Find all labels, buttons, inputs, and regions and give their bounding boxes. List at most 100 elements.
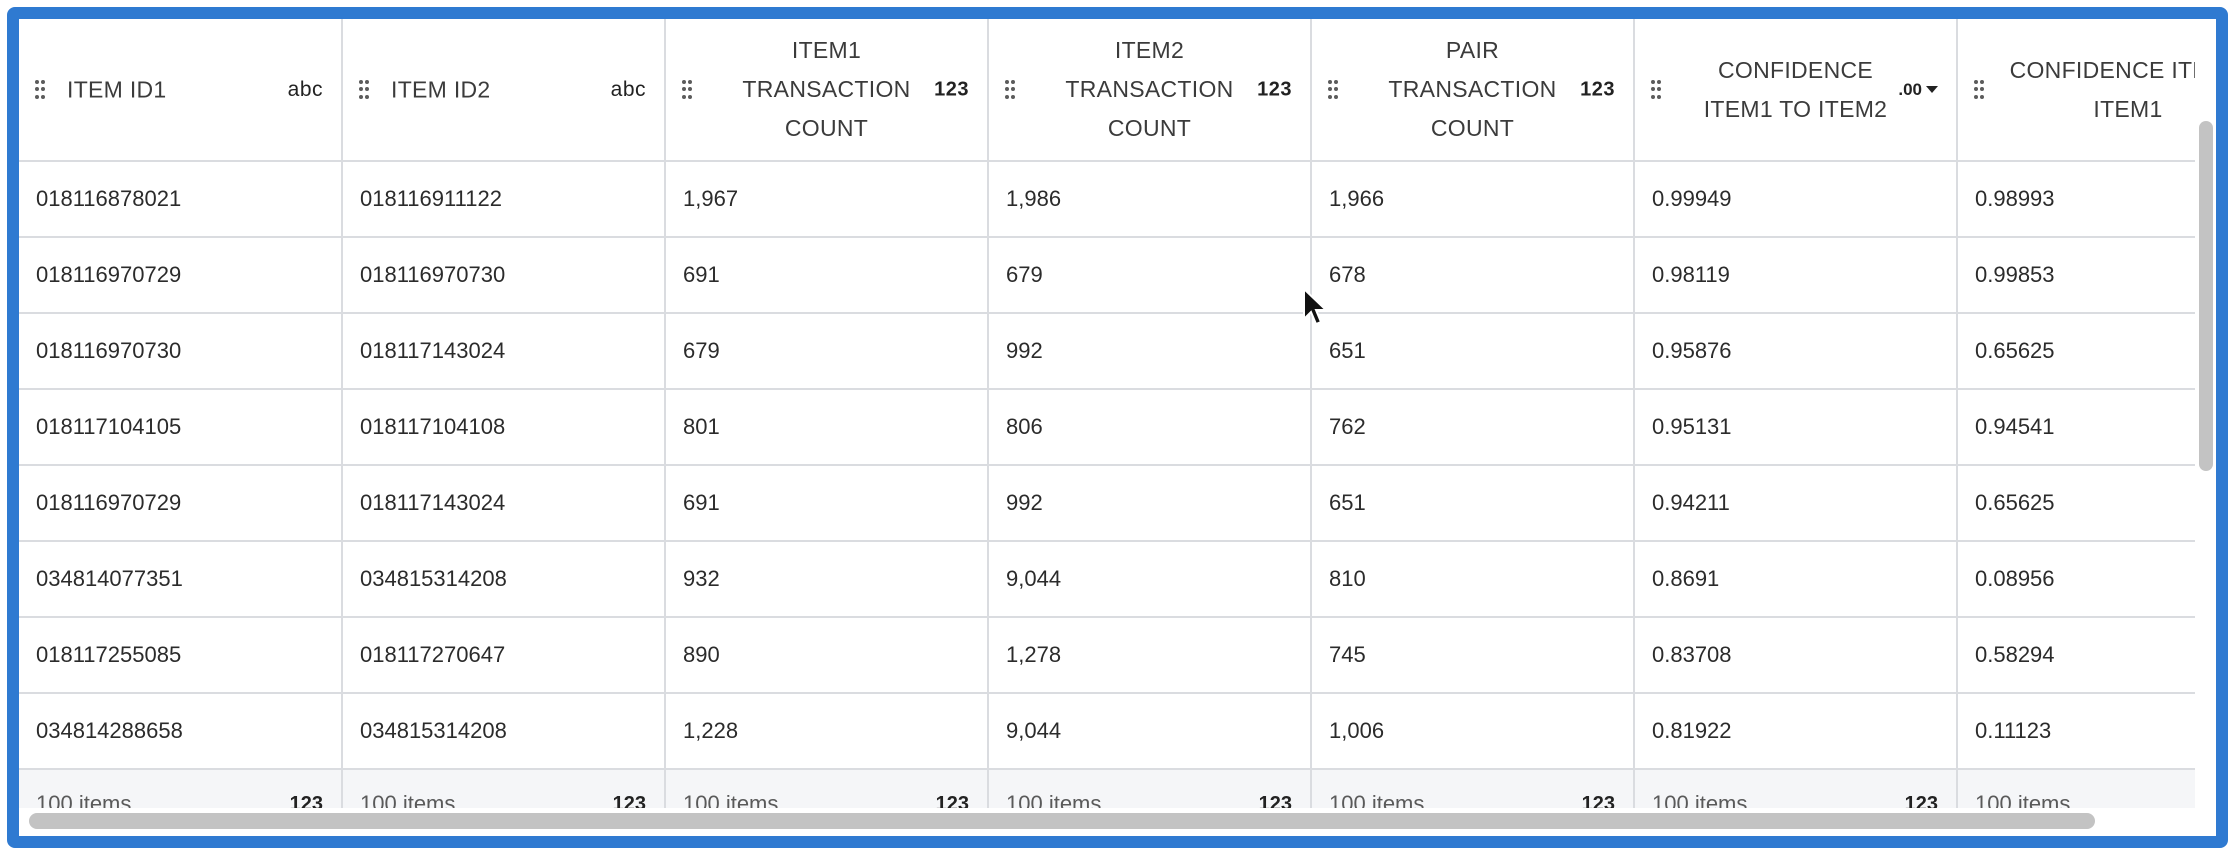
column-header-label: ITEM ID1 — [67, 76, 167, 102]
cell-item-id1[interactable]: 018116970729 — [19, 237, 343, 314]
column-header-pair-transaction-count[interactable]: PAIR TRANSACTION COUNT 123 — [1311, 19, 1635, 162]
aggregation-type-badge[interactable]: 123 — [1581, 792, 1615, 810]
table-row[interactable]: 018117255085 018117270647 890 1,278 745 0.837… — [19, 617, 2216, 694]
cell-confidence-item2-to-item1[interactable]: 0.99853 — [1957, 237, 2216, 314]
mouse-pointer-icon — [1303, 287, 1329, 326]
aggregation-type-badge[interactable]: 123 — [1904, 792, 1938, 810]
cell-confidence-item1-to-item2[interactable]: 0.8691 — [1634, 541, 1958, 618]
cell-item1-transaction-count[interactable]: 801 — [665, 389, 989, 466]
footer-cell: 100 items 123 — [342, 769, 666, 810]
cell-confidence-item2-to-item1[interactable]: 0.58294 — [1957, 617, 2216, 694]
aggregation-type-badge[interactable]: 123 — [289, 792, 323, 810]
aggregation-type-badge[interactable]: 123 — [612, 792, 646, 810]
cell-confidence-item1-to-item2[interactable]: 0.99949 — [1634, 161, 1958, 238]
cell-confidence-item1-to-item2[interactable]: 0.81922 — [1634, 693, 1958, 770]
cell-item1-transaction-count[interactable]: 1,228 — [665, 693, 989, 770]
table-row[interactable]: 034814288658 034815314208 1,228 9,044 1,006 0… — [19, 693, 2216, 770]
cell-item-id2[interactable]: 034815314208 — [342, 541, 666, 618]
vertical-scrollbar[interactable] — [2195, 19, 2216, 809]
cell-item1-transaction-count[interactable]: 691 — [665, 237, 989, 314]
cell-confidence-item2-to-item1[interactable]: 0.11123 — [1957, 693, 2216, 770]
footer-cell: 100 items 123 — [988, 769, 1312, 810]
column-header-item1-transaction-count[interactable]: ITEM1 TRANSACTION COUNT 123 — [665, 19, 989, 162]
cell-item2-transaction-count[interactable]: 806 — [988, 389, 1312, 466]
cell-pair-transaction-count[interactable]: 651 — [1311, 465, 1635, 542]
cell-item2-transaction-count[interactable]: 992 — [988, 313, 1312, 390]
cell-confidence-item1-to-item2[interactable]: 0.98119 — [1634, 237, 1958, 314]
cell-item-id2[interactable]: 018117143024 — [342, 313, 666, 390]
cell-item-id1[interactable]: 018117104105 — [19, 389, 343, 466]
table-row[interactable]: 018116970729 018116970730 691 679 678 0.98119… — [19, 237, 2216, 314]
cell-item-id1[interactable]: 018116970729 — [19, 465, 343, 542]
cell-item2-transaction-count[interactable]: 1,986 — [988, 161, 1312, 238]
drag-handle-icon[interactable] — [359, 79, 369, 100]
cell-confidence-item2-to-item1[interactable]: 0.94541 — [1957, 389, 2216, 466]
drag-handle-icon[interactable] — [1651, 79, 1661, 100]
drag-handle-icon[interactable] — [1974, 79, 1984, 100]
column-type-badge: 123 — [1580, 78, 1615, 100]
cell-pair-transaction-count[interactable]: 651 — [1311, 313, 1635, 390]
drag-handle-icon[interactable] — [1328, 79, 1338, 100]
table-row[interactable]: 034814077351 034815314208 932 9,044 810 0.869… — [19, 541, 2216, 618]
cell-confidence-item1-to-item2[interactable]: 0.94211 — [1634, 465, 1958, 542]
column-header-label: ITEM2 TRANSACTION COUNT — [1065, 37, 1234, 141]
item-count: 100 items — [683, 791, 779, 809]
aggregation-type-badge[interactable]: 123 — [935, 792, 969, 810]
column-type-badge: abc — [287, 77, 323, 101]
cell-item-id2[interactable]: 018117104108 — [342, 389, 666, 466]
cell-item-id1[interactable]: 034814077351 — [19, 541, 343, 618]
cell-item-id2[interactable]: 018117143024 — [342, 465, 666, 542]
horizontal-scrollbar-thumb[interactable] — [29, 813, 2095, 829]
drag-handle-icon[interactable] — [1005, 79, 1015, 100]
column-header-item2-transaction-count[interactable]: ITEM2 TRANSACTION COUNT 123 — [988, 19, 1312, 162]
cell-confidence-item2-to-item1[interactable]: 0.98993 — [1957, 161, 2216, 238]
cell-confidence-item2-to-item1[interactable]: 0.08956 — [1957, 541, 2216, 618]
cell-item1-transaction-count[interactable]: 1,967 — [665, 161, 989, 238]
cell-item1-transaction-count[interactable]: 932 — [665, 541, 989, 618]
cell-pair-transaction-count[interactable]: 762 — [1311, 389, 1635, 466]
cell-item-id1[interactable]: 018117255085 — [19, 617, 343, 694]
table-row[interactable]: 018116878021 018116911122 1,967 1,986 1,966 0… — [19, 161, 2216, 238]
column-header-item-id2[interactable]: ITEM ID2 abc — [342, 19, 666, 162]
cell-item-id1[interactable]: 034814288658 — [19, 693, 343, 770]
horizontal-scrollbar[interactable] — [19, 808, 2216, 836]
aggregation-type-badge[interactable]: 123 — [1258, 792, 1292, 810]
cell-pair-transaction-count[interactable]: 1,006 — [1311, 693, 1635, 770]
cell-confidence-item1-to-item2[interactable]: 0.83708 — [1634, 617, 1958, 694]
cell-pair-transaction-count[interactable]: 810 — [1311, 541, 1635, 618]
table-row[interactable]: 018116970729 018117143024 691 992 651 0.94211… — [19, 465, 2216, 542]
column-header-confidence-item1-to-item2[interactable]: CONFIDENCE ITEM1 TO ITEM2 .00 — [1634, 19, 1958, 162]
vertical-scrollbar-thumb[interactable] — [2199, 121, 2213, 471]
decimal-format-menu-button[interactable]: .00 — [1898, 80, 1938, 100]
cell-item-id2[interactable]: 018116970730 — [342, 237, 666, 314]
cell-item1-transaction-count[interactable]: 679 — [665, 313, 989, 390]
cell-item2-transaction-count[interactable]: 1,278 — [988, 617, 1312, 694]
cell-item2-transaction-count[interactable]: 992 — [988, 465, 1312, 542]
cell-item1-transaction-count[interactable]: 890 — [665, 617, 989, 694]
cell-item2-transaction-count[interactable]: 9,044 — [988, 693, 1312, 770]
column-header-item-id1[interactable]: ITEM ID1 abc — [19, 19, 343, 162]
drag-handle-icon[interactable] — [35, 79, 45, 100]
cell-item2-transaction-count[interactable]: 9,044 — [988, 541, 1312, 618]
cell-confidence-item2-to-item1[interactable]: 0.65625 — [1957, 465, 2216, 542]
table-row[interactable]: 018117104105 018117104108 801 806 762 0.95131… — [19, 389, 2216, 466]
item-count: 100 items — [36, 791, 132, 809]
cell-item-id1[interactable]: 018116970730 — [19, 313, 343, 390]
cell-confidence-item1-to-item2[interactable]: 0.95131 — [1634, 389, 1958, 466]
cell-pair-transaction-count[interactable]: 1,966 — [1311, 161, 1635, 238]
cell-item-id2[interactable]: 018117270647 — [342, 617, 666, 694]
cell-confidence-item1-to-item2[interactable]: 0.95876 — [1634, 313, 1958, 390]
cell-item-id1[interactable]: 018116878021 — [19, 161, 343, 238]
item-count: 100 items — [1975, 791, 2071, 809]
cell-confidence-item2-to-item1[interactable]: 0.65625 — [1957, 313, 2216, 390]
cell-item1-transaction-count[interactable]: 691 — [665, 465, 989, 542]
cell-pair-transaction-count[interactable]: 678 — [1311, 237, 1635, 314]
drag-handle-icon[interactable] — [682, 79, 692, 100]
table-row[interactable]: 018116970730 018117143024 679 992 651 0.95876… — [19, 313, 2216, 390]
cell-item2-transaction-count[interactable]: 679 — [988, 237, 1312, 314]
cell-pair-transaction-count[interactable]: 745 — [1311, 617, 1635, 694]
cell-item-id2[interactable]: 034815314208 — [342, 693, 666, 770]
column-header-confidence-item2-to-item1[interactable]: CONFIDENCE ITE TO ITEM1 — [1957, 19, 2216, 162]
decimal-format-icon: .00 — [1898, 79, 1922, 99]
cell-item-id2[interactable]: 018116911122 — [342, 161, 666, 238]
